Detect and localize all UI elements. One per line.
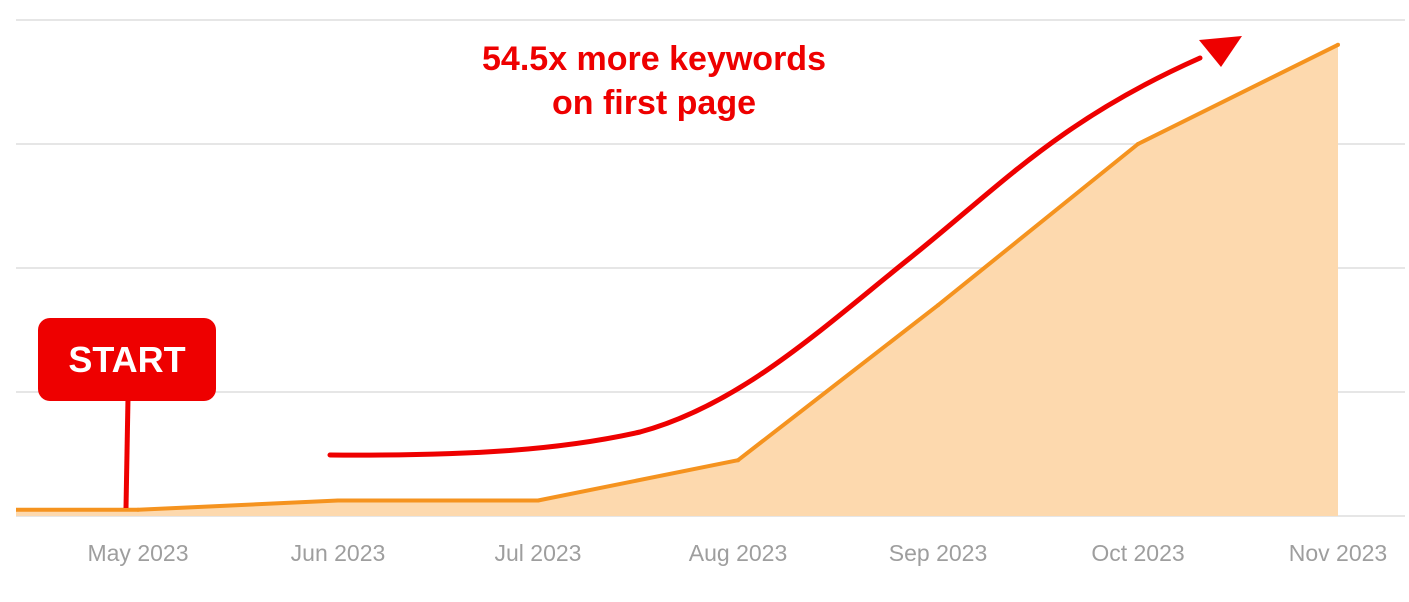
data-points	[136, 42, 1340, 512]
x-tick-label: Nov 2023	[1289, 540, 1387, 566]
start-badge	[38, 318, 216, 401]
x-tick-label: Sep 2023	[889, 540, 987, 566]
x-tick-label: Jun 2023	[291, 540, 386, 566]
annotation-line-2: on first page	[552, 84, 756, 122]
x-axis-ticks: May 2023 Jun 2023 Jul 2023 Aug 2023 Sep 2023…	[87, 540, 1387, 566]
data-point-sep-2023	[936, 303, 940, 308]
series-line	[16, 43, 1339, 512]
data-point-nov-2023	[1336, 42, 1340, 47]
trend-arrow	[327, 55, 1203, 458]
start-label: START	[68, 339, 185, 380]
data-point-may-2023	[136, 507, 140, 512]
x-tick-label: Oct 2023	[1091, 540, 1184, 566]
x-tick-label: Jul 2023	[495, 540, 582, 566]
x-tick-label: Aug 2023	[689, 540, 787, 566]
data-point-oct-2023	[1136, 142, 1140, 146]
start-marker: START	[38, 318, 216, 509]
data-point-aug-2023	[736, 458, 740, 463]
data-point-jun-2023	[336, 498, 340, 503]
annotation-line-1: 54.5x more keywords	[482, 40, 826, 78]
x-tick-label: May 2023	[87, 540, 188, 566]
data-point-jul-2023	[536, 498, 540, 503]
start-pin	[123, 397, 131, 509]
series-area	[16, 44, 1338, 517]
trend-arrowhead-icon	[1199, 36, 1242, 67]
